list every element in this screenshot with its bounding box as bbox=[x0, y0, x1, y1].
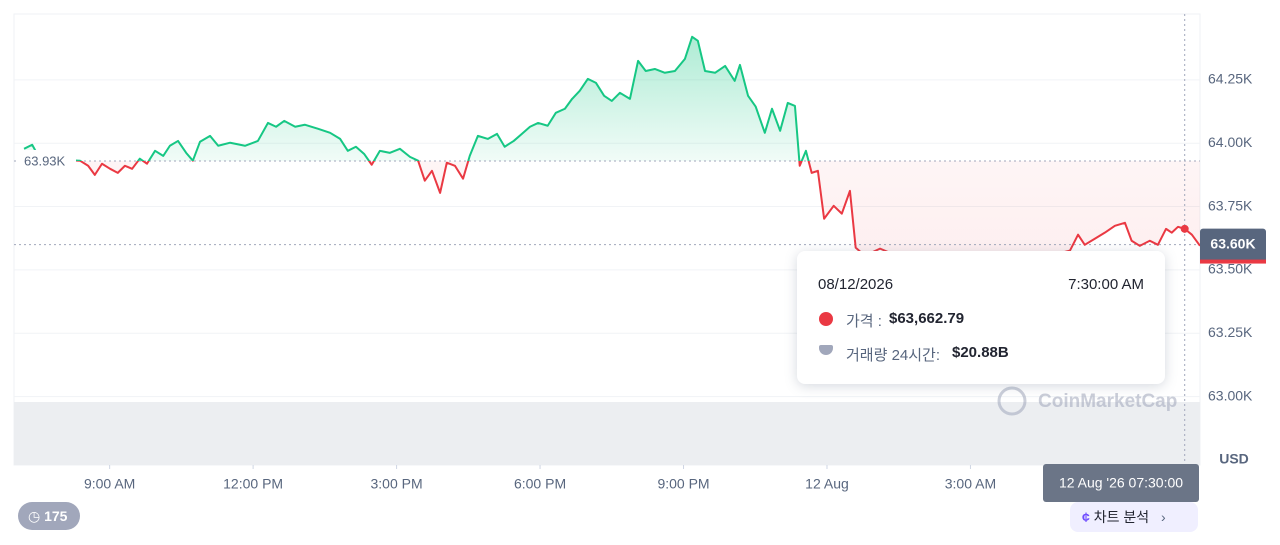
y-tick-label: 63.50K bbox=[1208, 261, 1253, 277]
crosshair-time: 12 Aug '26 07:30:00 bbox=[1059, 475, 1183, 491]
baseline-label: 63.93K bbox=[24, 153, 66, 168]
watermark-text: CoinMarketCap bbox=[1038, 391, 1177, 412]
chevron: › bbox=[1161, 509, 1166, 525]
volume-area bbox=[14, 402, 1200, 465]
tooltip-time: 7:30:00 AM bbox=[1068, 276, 1144, 293]
hover-point bbox=[1180, 224, 1189, 233]
price-label: 가격 : bbox=[846, 313, 882, 330]
history-icon: ◷ bbox=[28, 508, 41, 524]
chart-analysis-button[interactable]: ¢ 차트 분석 › bbox=[1070, 502, 1198, 532]
x-tick-label: 9:00 AM bbox=[84, 476, 135, 492]
current-price-bar bbox=[1200, 259, 1266, 264]
area-fill bbox=[24, 36, 1200, 263]
tooltip: 08/12/2026 7:30:00 AM 가격 : $63,662.79 거래… bbox=[797, 251, 1165, 384]
current-price-label: 63.60K bbox=[1210, 235, 1255, 251]
x-tick-label: 9:00 PM bbox=[657, 476, 709, 492]
price-dot bbox=[819, 312, 833, 326]
volume-icon bbox=[819, 345, 833, 355]
baseline-label-bg bbox=[18, 149, 76, 172]
y-tick-label: 63.75K bbox=[1208, 197, 1253, 213]
history-button[interactable]: ◷ 175 bbox=[18, 502, 80, 530]
watermark: CoinMarketCap bbox=[997, 386, 1177, 416]
y-tick-label: 63.25K bbox=[1208, 324, 1253, 340]
volume-value: $20.88B bbox=[952, 344, 1009, 361]
analysis-icon: ¢ bbox=[1082, 509, 1090, 525]
analysis-text: 차트 분석 bbox=[1093, 509, 1150, 525]
y-tick-label: 63.00K bbox=[1208, 387, 1253, 403]
current-price-box bbox=[1200, 228, 1266, 263]
x-tick-label: 3:00 PM bbox=[371, 476, 423, 492]
y-axis-label: USD bbox=[1219, 451, 1249, 467]
x-tick-label: 12:00 PM bbox=[223, 476, 283, 492]
y-tick-label: 64.00K bbox=[1208, 134, 1253, 150]
crosshair-time-box bbox=[1043, 464, 1199, 502]
price-value: $63,662.79 bbox=[889, 310, 965, 327]
tooltip-date: 08/12/2026 bbox=[818, 276, 894, 293]
x-tick-label: 12 Aug bbox=[805, 476, 849, 492]
history-count: 175 bbox=[44, 508, 68, 524]
y-tick-label: 64.25K bbox=[1208, 71, 1253, 87]
volume-label: 거래량 24시간: bbox=[846, 347, 941, 364]
x-tick-label: 6:00 PM bbox=[514, 476, 566, 492]
x-tick-label: 3:00 AM bbox=[945, 476, 996, 492]
